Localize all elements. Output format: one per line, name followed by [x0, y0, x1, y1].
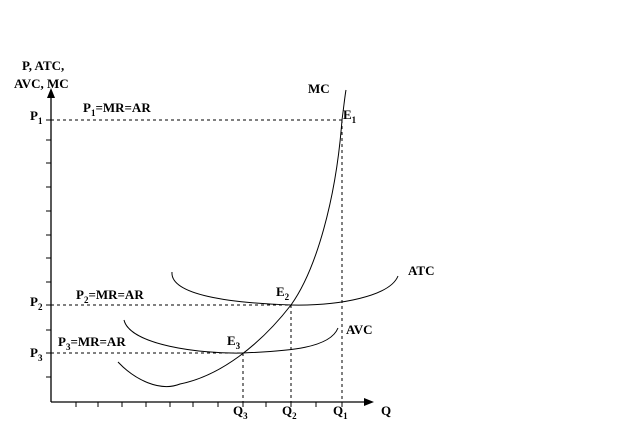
- p2-axis-label: P2: [30, 294, 43, 312]
- x-axis-arrow: [364, 398, 374, 406]
- axes: [47, 88, 374, 406]
- p1-mr-ar-label: P1=MR=AR: [83, 100, 151, 118]
- atc-curve: [171, 271, 399, 306]
- mc-label: MC: [308, 81, 330, 96]
- y-axis-ticks: [46, 119, 51, 378]
- avc-label: AVC: [346, 322, 373, 337]
- y-axis-label-line1: P, ATC,: [22, 58, 64, 73]
- p2-mr-ar-label: P2=MR=AR: [76, 287, 144, 305]
- e3-label: E3: [227, 333, 241, 351]
- q1-axis-label: Q1: [333, 403, 348, 421]
- y-axis-label-line2: AVC, MC: [14, 76, 69, 91]
- avc-curve: [123, 319, 339, 354]
- q2-axis-label: Q2: [282, 403, 297, 421]
- guide-lines: [51, 119, 343, 402]
- y-axis-arrow: [47, 88, 55, 98]
- x-axis-ticks: [75, 402, 343, 407]
- q3-axis-label: Q3: [233, 403, 248, 421]
- p1-axis-label: P1: [30, 108, 43, 126]
- x-axis-label: Q: [381, 403, 391, 418]
- e2-label: E2: [276, 284, 290, 302]
- p3-mr-ar-label: P3=MR=AR: [58, 334, 126, 352]
- p3-axis-label: P3: [30, 345, 43, 363]
- atc-label: ATC: [408, 263, 434, 278]
- e1-label: E1: [343, 107, 357, 125]
